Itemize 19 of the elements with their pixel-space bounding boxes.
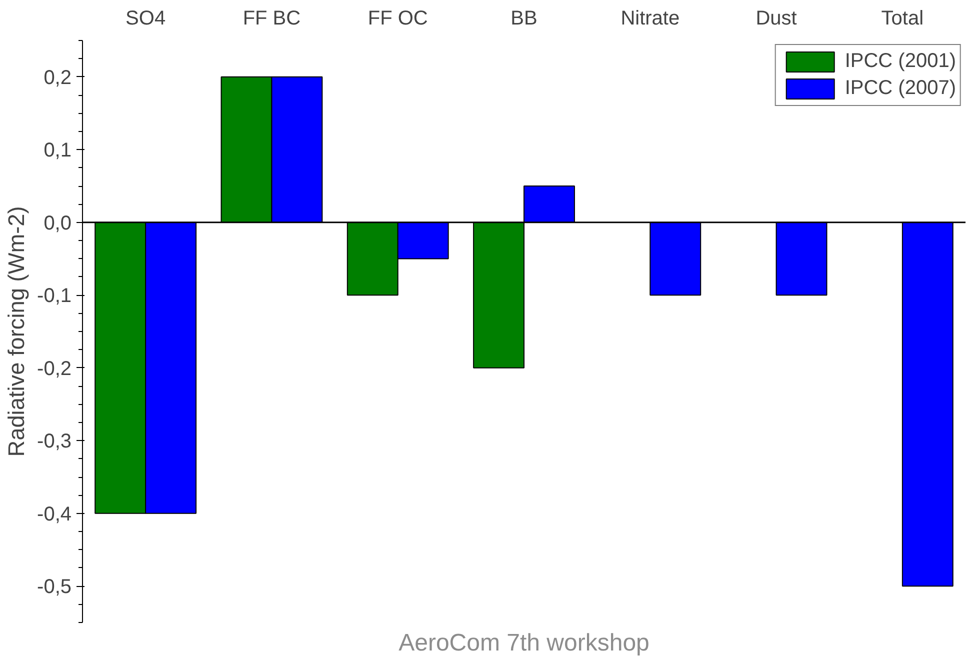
x-tick-label: Total (881, 8, 924, 30)
y-tick-label: 0,0 (44, 212, 72, 234)
legend-label: IPCC (2001) (844, 50, 956, 73)
x-tick-label: Nitrate (620, 8, 680, 30)
y-axis-title: Radiative forcing (Wm-2) (3, 206, 30, 457)
x-tick-label: Dust (756, 8, 798, 30)
y-tick-label: 0,1 (44, 140, 72, 162)
y-tick-label: -0,4 (37, 503, 72, 526)
x-tick-label: FF BC (242, 8, 301, 30)
legend-label: IPCC (2007) (844, 77, 956, 100)
y-tick-label: -0,1 (37, 285, 72, 308)
x-tick-label: FF OC (368, 8, 428, 30)
y-tick-label: -0,2 (37, 358, 72, 380)
y-tick-label: -0,5 (37, 576, 72, 598)
x-tick-label: SO4 (126, 8, 166, 30)
y-tick-label: -0,3 (37, 430, 72, 453)
y-tick-label: 0,2 (44, 66, 72, 89)
x-tick-label: BB (510, 8, 538, 30)
text: AeroCom 7th workshop (398, 630, 650, 656)
